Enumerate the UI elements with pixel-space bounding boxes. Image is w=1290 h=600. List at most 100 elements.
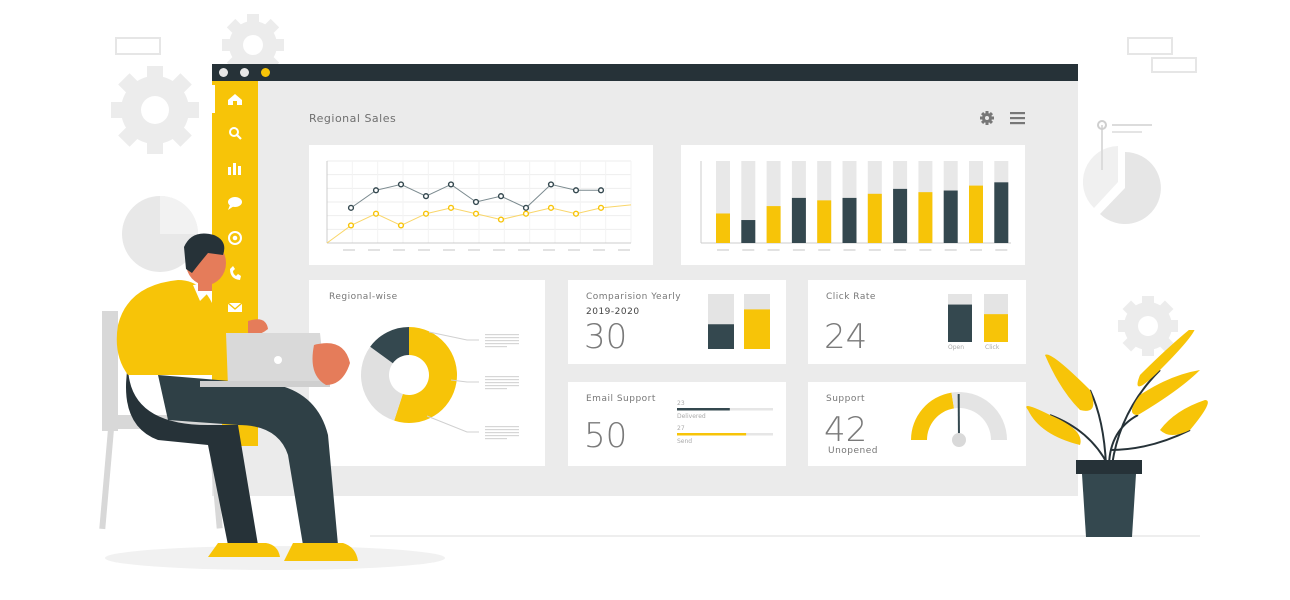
menu-icon[interactable] [1010, 112, 1025, 125]
bar-chart [700, 161, 1011, 251]
donut-callout-text [485, 438, 507, 440]
line-point [522, 210, 530, 217]
person-illustration [99, 233, 358, 561]
line-point [547, 181, 555, 188]
window-dot-min[interactable] [240, 68, 249, 77]
line-point [497, 216, 505, 223]
send-count: 27 [677, 425, 685, 432]
phone-icon[interactable] [230, 266, 241, 280]
chat-icon[interactable] [228, 197, 242, 210]
line-point [572, 187, 580, 194]
bar [817, 200, 832, 243]
bar-chart-tick-label [894, 249, 907, 251]
window-dot-max[interactable] [261, 68, 270, 77]
line-point [347, 222, 355, 229]
donut-callout-line [450, 379, 479, 383]
comparison-bar [744, 309, 770, 349]
line-point [422, 193, 430, 200]
support-value: 42 [824, 410, 868, 450]
click-rate-bar [948, 304, 972, 342]
line-point [472, 210, 480, 217]
line-point [422, 210, 430, 217]
mail-icon[interactable] [227, 302, 243, 312]
line-chart-tick-label [418, 249, 430, 251]
line-chart-tick-label [443, 249, 455, 251]
donut-slice [394, 327, 457, 423]
bar-chart-tick-label [792, 249, 805, 251]
window-title-bar [212, 64, 1078, 81]
gear-decor-right [1118, 296, 1178, 356]
line-chart-tick-label [568, 249, 580, 251]
line-point [522, 204, 530, 211]
line-point [497, 193, 505, 200]
comparison-bar [708, 324, 734, 349]
bar-chart-tick-label [970, 249, 982, 251]
donut-callout-text [485, 429, 519, 431]
delivered-label: Delivered [677, 413, 706, 420]
donut-callout-text [485, 376, 519, 378]
regional-wise-title: Regional-wise [329, 292, 398, 302]
line-chart-tick-label [493, 249, 505, 251]
bar [791, 197, 806, 243]
comparison-bars [708, 294, 770, 349]
bar [918, 192, 933, 243]
bar-chart-icon[interactable] [228, 163, 241, 175]
gear-icon[interactable] [980, 111, 994, 125]
support-sublabel: Unopened [828, 446, 879, 456]
line-chart-tick-label [593, 249, 605, 251]
donut-callout-text [485, 426, 519, 428]
at-icon[interactable] [228, 231, 242, 245]
window-dot-close[interactable] [219, 68, 228, 77]
line-point [597, 187, 605, 194]
comparison-title: Comparision Yearly [586, 292, 682, 302]
donut-callout-text [485, 382, 519, 384]
bar-chart-tick-label [717, 249, 729, 251]
line-chart-tick-label [393, 249, 405, 251]
bar-chart-card [681, 145, 1025, 265]
line-point [572, 210, 580, 217]
pie-decor-right [1082, 120, 1161, 224]
donut-callout-text [485, 340, 519, 342]
email-support-title: Email Support [586, 394, 656, 404]
donut-callout-text [485, 337, 519, 339]
bar [994, 182, 1009, 243]
line-point [447, 181, 455, 188]
bar-chart-tick-label [742, 249, 755, 251]
gauge-hub [952, 433, 966, 447]
gauge-filled-arc [911, 392, 954, 440]
sidebar-icons [227, 94, 243, 312]
bar-chart-tick-label [868, 249, 881, 251]
donut-callout-line [428, 331, 479, 341]
line-point [372, 210, 380, 217]
bar-chart-tick-label [818, 249, 831, 251]
donut-slice [361, 346, 403, 421]
bar-chart-tick-label [995, 249, 1008, 251]
email-support-card: Email Support 50 23 Delivered 27 Send [568, 382, 786, 466]
line-chart-tick-label [543, 249, 555, 251]
bar [893, 188, 908, 243]
line-chart-tick-label [618, 249, 630, 251]
email-support-value: 50 [584, 416, 628, 456]
click-rate-bars [948, 294, 1008, 342]
line-chart-card [309, 145, 653, 265]
click-rate-value: 24 [824, 317, 868, 357]
home-icon[interactable] [228, 94, 242, 105]
bar [969, 185, 983, 243]
dashboard-window: Regional Sales Regional-wise Comparision… [212, 64, 1078, 496]
line-point [372, 187, 380, 194]
plant-illustration [1026, 330, 1208, 537]
toolbar-icons [980, 111, 1025, 125]
click-rate-bar [984, 314, 1008, 342]
line-point [547, 204, 555, 211]
line-point [597, 204, 605, 211]
bar [943, 190, 958, 243]
line-point [397, 222, 405, 229]
line-chart [326, 160, 632, 251]
donut-callout-text [485, 388, 507, 390]
comparison-value: 30 [584, 317, 628, 357]
search-icon[interactable] [229, 127, 242, 140]
line-chart-tick-label [368, 249, 380, 251]
bar-chart-tick-label [767, 249, 780, 251]
sidebar-active-marker [212, 85, 215, 113]
